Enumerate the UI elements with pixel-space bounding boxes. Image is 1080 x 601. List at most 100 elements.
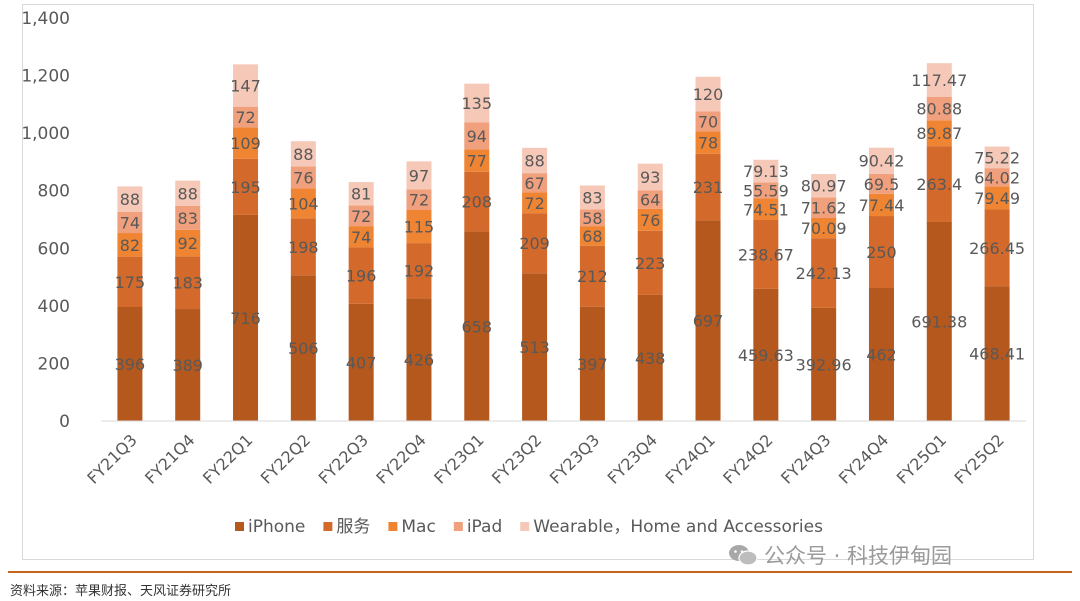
bar-segment-ipad — [637, 190, 663, 209]
data-label: 72 — [351, 207, 371, 226]
data-label: 109 — [230, 134, 261, 153]
bar-segment-wearable-home-and-accessories — [290, 141, 316, 167]
bar-segment-iphone — [695, 220, 721, 421]
y-tick-label: 0 — [59, 412, 70, 432]
data-label: 76 — [293, 168, 313, 187]
x-tick-label: FY23Q2 — [488, 430, 545, 487]
data-label: 83 — [178, 209, 198, 228]
bar-segment-ipad — [926, 97, 952, 121]
x-tick-label: FY22Q3 — [315, 430, 372, 487]
data-label: 438 — [635, 349, 666, 368]
x-tick-label: FY22Q4 — [372, 430, 429, 487]
bar-segment- — [811, 238, 837, 308]
bar-segment-iphone — [290, 275, 316, 421]
legend-swatch — [453, 522, 463, 531]
data-label: 192 — [404, 262, 435, 281]
data-label: 78 — [698, 134, 718, 153]
bar-segment-mac — [868, 193, 894, 217]
data-label: 117.47 — [911, 71, 967, 90]
data-label: 223 — [635, 254, 666, 273]
bar-segment- — [290, 218, 316, 276]
data-label: 83 — [582, 188, 602, 207]
x-tick-label: FY24Q1 — [662, 430, 719, 487]
bar-segment-ipad — [290, 166, 316, 189]
y-tick-label: 800 — [38, 182, 70, 202]
footer-rule — [8, 571, 1072, 573]
data-label: 82 — [120, 236, 140, 255]
x-tick-label: FY24Q4 — [835, 430, 892, 487]
bar-segment-wearable-home-and-accessories — [811, 174, 837, 198]
bar-segment-iphone — [984, 286, 1010, 421]
bar-segment-iphone — [868, 288, 894, 421]
x-tick-label: FY22Q2 — [257, 430, 314, 487]
y-tick-label: 1,000 — [23, 124, 70, 144]
data-label: 506 — [288, 339, 319, 358]
bar-segment-mac — [926, 120, 952, 147]
legend: iPhone 服务 Mac iPad Wearable，Home and Accesso… — [235, 517, 823, 537]
bar-segment-wearable-home-and-accessories — [406, 161, 432, 190]
data-label: 72 — [235, 108, 255, 127]
data-label: 231 — [693, 178, 724, 197]
x-tick-label: FY23Q4 — [604, 430, 661, 487]
y-tick-label: 200 — [38, 354, 70, 374]
x-tick-label: FY22Q1 — [199, 430, 256, 487]
data-label: 104 — [288, 194, 319, 213]
data-label: 147 — [230, 77, 261, 96]
y-tick-label: 400 — [38, 297, 70, 317]
bar-segment-mac — [637, 208, 663, 231]
bar-segment-ipad — [233, 106, 259, 128]
data-label: 175 — [115, 273, 146, 292]
data-label: 88 — [293, 145, 313, 164]
data-label: 81 — [351, 185, 371, 204]
data-label: 513 — [519, 338, 550, 357]
data-label: 135 — [462, 94, 493, 113]
data-label: 468.41 — [969, 345, 1025, 364]
data-label: 183 — [172, 274, 203, 293]
stacked-bar-chart: 0 200 400 600 800 1,000 1,200 1,400 396 175 82 74 8… — [23, 9, 1026, 537]
bar-segment-mac — [406, 210, 432, 244]
bar-segment-wearable-home-and-accessories — [579, 185, 605, 210]
bar-segment-iphone — [926, 221, 952, 421]
data-label: 68 — [582, 227, 602, 246]
x-tick-label: FY25Q2 — [951, 430, 1008, 487]
data-label: 89.87 — [916, 124, 962, 143]
data-label: 658 — [462, 317, 493, 336]
bar-segment- — [348, 247, 374, 304]
bar-segment-wearable-home-and-accessories — [753, 159, 779, 183]
bar-segment- — [522, 213, 548, 274]
data-label: 74.51 — [743, 200, 789, 219]
legend-label: 服务 — [336, 517, 370, 537]
bar-segment-wearable-home-and-accessories — [233, 64, 259, 107]
data-label: 208 — [462, 193, 493, 212]
watermark-text: 公众号 · 科技伊甸园 — [764, 544, 953, 568]
bar-segment-mac — [233, 127, 259, 159]
bar-segment-iphone — [117, 307, 143, 421]
data-label: 58 — [582, 209, 602, 228]
bar-segment-mac — [753, 198, 779, 220]
data-label: 64 — [640, 191, 660, 210]
bar-segment-ipad — [753, 182, 779, 199]
bar-segment-iphone — [233, 214, 259, 421]
data-label: 97 — [409, 166, 429, 185]
x-tick-label: FY24Q2 — [719, 430, 776, 487]
bar-segment-ipad — [579, 209, 605, 227]
bar-segment-mac — [695, 131, 721, 154]
bar-segment-ipad — [984, 168, 1010, 187]
bar-segment-wearable-home-and-accessories — [522, 147, 548, 174]
data-label: 697 — [693, 312, 724, 331]
bar-segment-wearable-home-and-accessories — [695, 76, 721, 112]
bar-segment-iphone — [175, 309, 201, 421]
data-label: 93 — [640, 168, 660, 187]
data-label: 69.5 — [864, 175, 900, 194]
data-label: 70 — [698, 112, 718, 131]
data-label: 80.97 — [801, 177, 847, 196]
bar-segment-mac — [290, 188, 316, 219]
data-label: 79.49 — [974, 189, 1020, 208]
data-label: 80.88 — [916, 100, 962, 119]
bar-segment-wearable-home-and-accessories — [117, 186, 143, 212]
bar-segment-ipad — [406, 189, 432, 211]
x-tick-label: FY25Q1 — [893, 430, 950, 487]
bar-segment-wearable-home-and-accessories — [984, 146, 1010, 169]
bar-segment-iphone — [753, 288, 779, 421]
bar-segment-mac — [811, 218, 837, 239]
